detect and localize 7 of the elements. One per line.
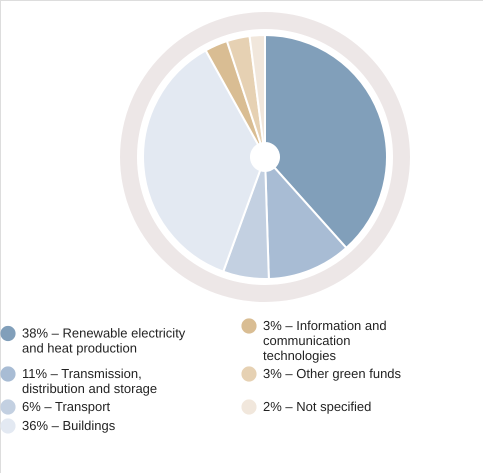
legend-label: 3% – Other green funds: [263, 366, 402, 381]
legend-label: 36% – Buildings: [22, 418, 116, 433]
legend-label: 38% – Renewable electricity and heat production: [22, 326, 186, 356]
legend-label: 2% – Not specified: [263, 399, 372, 414]
legend-label: 11% – Transmission, distribution and storage: [22, 366, 158, 396]
legend-label: 3% – Information and communication technologies: [263, 318, 387, 363]
legend-label: 6% – Transport: [22, 399, 111, 414]
